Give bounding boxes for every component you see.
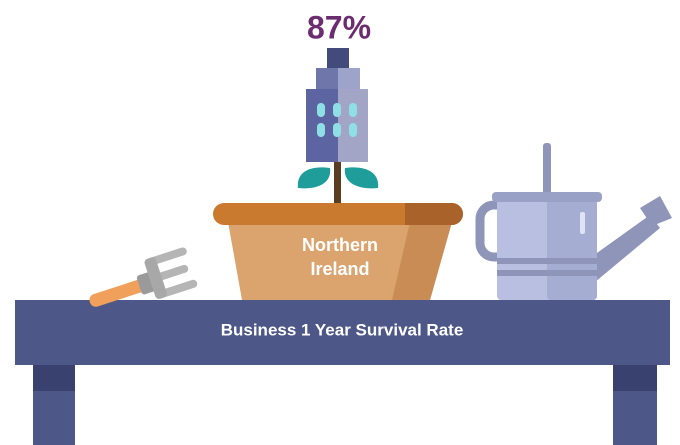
leg-shadow	[613, 365, 657, 391]
pot	[228, 222, 452, 300]
table-label: Business 1 Year Survival Rate	[221, 320, 464, 339]
pot-label: Ireland	[310, 259, 369, 279]
pot-label: Northern	[302, 235, 378, 255]
leaf	[344, 167, 379, 189]
leg-shadow	[33, 365, 75, 391]
stem	[334, 160, 341, 208]
table-top	[15, 300, 670, 365]
rim-shade	[405, 203, 463, 225]
garden-fork	[89, 247, 198, 307]
pot-rim	[213, 203, 463, 225]
pot-shade	[392, 222, 452, 300]
building	[306, 48, 368, 162]
leaf	[297, 167, 331, 189]
stat: 87%	[307, 9, 371, 45]
watering-can	[475, 143, 672, 300]
